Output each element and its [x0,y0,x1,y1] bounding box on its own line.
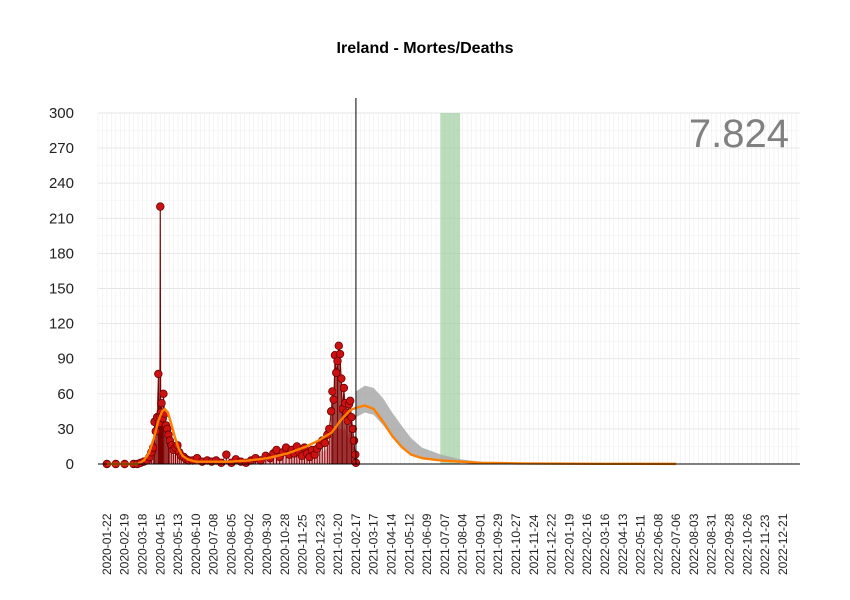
x-tick-label: 2021-11-24 [527,514,541,575]
daily-point [157,398,166,408]
x-tick-label: 2022-04-13 [616,513,630,575]
y-tick-label: 300 [49,105,74,122]
axes [98,98,800,465]
x-tick-label: 2021-06-09 [420,513,434,575]
x-tick-label: 2022-10-26 [740,513,754,575]
y-tick-label: 30 [57,421,74,438]
daily-point [332,368,341,377]
x-tick-label: 2020-12-23 [313,513,327,575]
tick-labels: 0 30 60 90 120 150 180 210 240 270 300 2020-01-22 20… [49,105,790,575]
x-tick-label: 2022-11-23 [758,514,772,575]
daily-point [348,424,357,434]
daily-point [351,450,360,459]
fit-line [106,404,677,466]
x-tick-label: 2021-08-04 [456,513,470,575]
daily-area [106,428,356,464]
x-tick-label: 2021-12-22 [545,513,559,575]
daily-point [334,341,343,351]
x-tick-label: 2021-01-20 [331,513,345,575]
daily-point [326,407,336,416]
x-tick-label: 2021-05-12 [402,513,416,575]
x-tick-label: 2022-06-08 [651,513,665,575]
daily-point [347,413,356,422]
x-tick-label: 2022-01-19 [562,513,576,575]
x-tick-label: 2020-03-18 [135,513,149,575]
y-tick-label: 240 [49,175,74,192]
x-tick-label: 2020-09-30 [260,513,274,575]
x-tick-label: 2021-07-07 [438,513,452,575]
daily-point [156,202,165,211]
x-tick-label: 2020-02-19 [118,513,132,575]
daily-point [222,450,231,459]
daily-point [159,389,168,398]
shaded-band-rect [440,113,461,464]
daily-point [154,369,163,379]
y-tick-label: 90 [57,351,74,368]
shaded-band [440,113,461,464]
x-tick-label: 2022-08-03 [687,513,701,575]
x-tick-label: 2022-08-31 [705,513,719,575]
y-tick-label: 0 [66,456,74,473]
x-tick-label: 2021-03-17 [367,513,381,575]
chart-title: Ireland - Mortes/Deaths [336,40,514,57]
x-tick-label: 2020-06-10 [189,513,203,575]
y-tick-label: 150 [49,281,74,298]
x-tick-label: 2020-01-22 [100,513,114,575]
y-tick-label: 60 [57,386,74,403]
y-tick-label: 120 [49,316,74,333]
x-tick-label: 2021-04-14 [385,513,399,575]
x-tick-label: 2021-09-01 [473,513,487,575]
daily-point [339,383,349,393]
x-tick-label: 2022-05-11 [634,514,648,575]
daily-point [320,438,329,448]
y-tick-label: 270 [49,140,74,157]
x-tick-label: 2020-04-15 [153,513,167,575]
x-tick-label: 2022-09-28 [722,513,736,575]
x-tick-label: 2021-10-27 [509,513,523,575]
x-tick-label: 2020-09-02 [242,513,256,575]
x-tick-label: 2022-02-16 [580,513,594,575]
daily-point [335,349,345,359]
daily-point [333,356,342,366]
x-tick-label: 2021-09-29 [491,513,505,575]
x-tick-label: 2020-10-28 [278,513,292,575]
x-tick-label: 2022-12-21 [776,513,790,575]
y-tick-label: 180 [49,245,74,262]
daily-point [328,387,337,396]
x-tick-label: 2022-07-06 [669,513,683,575]
daily-point [346,396,355,406]
x-tick-label: 2021-02-17 [349,513,363,575]
x-tick-label: 2020-08-05 [224,513,238,575]
daily-point [349,436,359,445]
x-tick-label: 2020-07-08 [207,513,221,575]
x-tick-label: 2020-05-13 [171,513,185,575]
daily-point [329,395,338,404]
y-tick-label: 210 [49,210,74,227]
daily-point [337,374,346,383]
x-tick-label: 2020-11-25 [296,514,310,575]
x-tick-label: 2022-03-16 [598,513,612,575]
total-label: 7.824 [689,112,789,156]
fit-series [106,404,677,466]
